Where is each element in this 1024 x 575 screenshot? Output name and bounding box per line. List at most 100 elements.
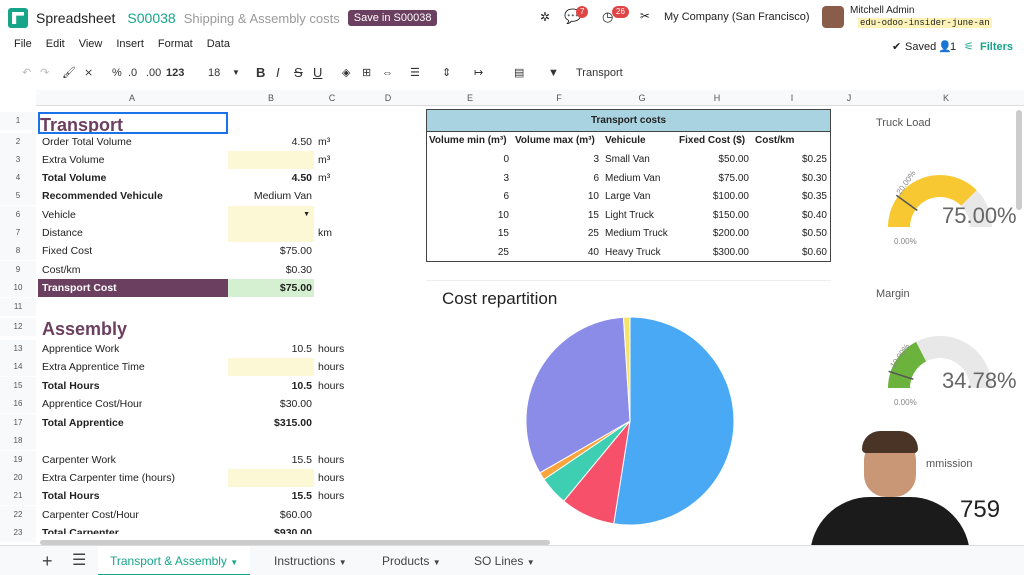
table-cell[interactable]: 40 bbox=[587, 246, 599, 258]
cell-label[interactable]: Extra Carpenter time (hours) bbox=[42, 472, 176, 484]
filter-icon[interactable]: ▼ bbox=[548, 67, 559, 79]
table-header[interactable]: Cost/km bbox=[755, 135, 795, 146]
cell-value[interactable]: $930.00 bbox=[274, 527, 312, 534]
chevron-down-icon[interactable]: ▼ bbox=[232, 68, 240, 77]
tab-instructions[interactable]: Instructions ▼ bbox=[274, 554, 347, 568]
row-header[interactable]: 11 bbox=[0, 298, 36, 316]
company-switch-icon[interactable]: ✂ bbox=[640, 9, 651, 23]
cell-value[interactable]: 4.50 bbox=[291, 172, 312, 184]
column-header-f[interactable]: F bbox=[514, 90, 604, 106]
pie-slice[interactable] bbox=[622, 316, 631, 422]
row-header[interactable]: 3 bbox=[0, 151, 36, 169]
cell-label[interactable]: Apprentice Cost/Hour bbox=[42, 398, 143, 410]
cell-unit[interactable]: m³ bbox=[318, 136, 331, 148]
clear-format-icon[interactable]: ⨯ bbox=[84, 67, 94, 79]
bug-icon[interactable]: ✲ bbox=[540, 10, 551, 24]
horizontal-scrollbar[interactable] bbox=[40, 540, 550, 545]
column-header-a[interactable]: A bbox=[36, 90, 228, 106]
save-in-record-button[interactable]: Save in S00038 bbox=[347, 10, 438, 26]
extra-carpenter-input[interactable] bbox=[228, 469, 314, 487]
table-cell[interactable]: $200.00 bbox=[712, 228, 749, 239]
avatar[interactable] bbox=[822, 6, 844, 28]
table-cell[interactable]: $150.00 bbox=[712, 209, 749, 221]
cell-label[interactable]: Fixed Cost bbox=[42, 245, 93, 257]
row-header[interactable]: 6 bbox=[0, 206, 36, 224]
menu-insert[interactable]: Insert bbox=[116, 38, 144, 50]
row-header[interactable]: 2 bbox=[0, 133, 36, 151]
cell-label[interactable]: Extra Volume bbox=[42, 154, 105, 166]
fill-color-icon[interactable]: ◈ bbox=[342, 67, 351, 79]
row-header[interactable]: 7 bbox=[0, 224, 36, 242]
cell-label[interactable]: Total Volume bbox=[42, 172, 107, 184]
column-header-h[interactable]: H bbox=[680, 90, 754, 106]
cell-value[interactable]: $30.00 bbox=[279, 398, 312, 410]
row-header[interactable]: 9 bbox=[0, 261, 36, 279]
cell-label[interactable]: Carpenter Cost/Hour bbox=[42, 509, 139, 521]
table-cell[interactable]: Light Truck bbox=[605, 209, 654, 221]
increase-decimal-button[interactable]: .00 bbox=[146, 67, 162, 79]
transport-cost-value[interactable]: $75.00 bbox=[228, 279, 314, 297]
table-cell[interactable]: $0.40 bbox=[801, 209, 827, 221]
cell-unit[interactable]: hours bbox=[318, 472, 345, 484]
table-cell[interactable]: 3 bbox=[503, 172, 509, 184]
cell-label[interactable]: Order Total Volume bbox=[42, 136, 132, 148]
italic-button[interactable]: I bbox=[276, 65, 280, 80]
cell-value[interactable]: 10.5 bbox=[291, 343, 312, 355]
bold-button[interactable]: B bbox=[256, 65, 266, 80]
cell-label[interactable]: Total Hours bbox=[42, 380, 100, 392]
menu-view[interactable]: View bbox=[78, 38, 103, 50]
row-header[interactable]: 19 bbox=[0, 451, 36, 469]
cell-label[interactable]: Vehicle bbox=[42, 209, 76, 221]
row-header[interactable]: 5 bbox=[0, 187, 36, 205]
row-header[interactable]: 16 bbox=[0, 395, 36, 413]
filters-button[interactable]: Filters bbox=[980, 41, 1014, 53]
table-header[interactable]: Fixed Cost ($) bbox=[679, 135, 746, 146]
formula-bar-content[interactable]: Transport bbox=[576, 67, 623, 79]
borders-icon[interactable]: ⊞ bbox=[362, 67, 372, 79]
number-format-button[interactable]: 123 bbox=[166, 67, 185, 79]
cell-unit[interactable]: hours bbox=[318, 380, 345, 392]
wrap-text-icon[interactable]: ↦ bbox=[474, 67, 484, 79]
table-cell[interactable]: $0.50 bbox=[801, 228, 827, 239]
decrease-decimal-button[interactable]: .0 bbox=[128, 67, 138, 79]
cell-unit[interactable]: hours bbox=[318, 361, 345, 373]
menu-edit[interactable]: Edit bbox=[45, 38, 65, 50]
table-cell[interactable]: 10 bbox=[587, 191, 599, 202]
cell-value[interactable]: $60.00 bbox=[279, 509, 312, 521]
table-cell[interactable]: $75.00 bbox=[718, 172, 749, 184]
cell-value[interactable]: $0.30 bbox=[285, 264, 312, 276]
table-cell[interactable]: Small Van bbox=[605, 154, 650, 165]
column-header-c[interactable]: C bbox=[314, 90, 350, 106]
vertical-align-icon[interactable]: ⇕ bbox=[442, 67, 452, 79]
menu-data[interactable]: Data bbox=[206, 38, 230, 50]
row-header[interactable]: 23 bbox=[0, 524, 36, 542]
extra-apprentice-input[interactable] bbox=[228, 358, 314, 376]
cell-label[interactable]: Distance bbox=[42, 227, 83, 239]
column-header-k[interactable]: K bbox=[868, 90, 1024, 106]
table-cell[interactable]: Large Van bbox=[605, 191, 651, 202]
merge-cells-icon[interactable]: ⇔ bbox=[382, 67, 393, 79]
table-cell[interactable]: 15 bbox=[497, 228, 509, 239]
cell-label[interactable]: Cost/km bbox=[42, 264, 81, 276]
vertical-scrollbar[interactable] bbox=[1016, 110, 1022, 210]
column-header-j[interactable]: J bbox=[830, 90, 868, 106]
row-header[interactable]: 12 bbox=[0, 318, 36, 336]
distance-input[interactable] bbox=[228, 224, 314, 242]
cell-value[interactable]: Medium Van bbox=[253, 190, 312, 202]
sheet-list-icon[interactable]: ☰ bbox=[72, 552, 87, 569]
row-header[interactable]: 14 bbox=[0, 358, 36, 376]
cell-label[interactable]: Total Hours bbox=[42, 490, 100, 502]
cell-unit[interactable]: hours bbox=[318, 490, 345, 502]
pie-slice[interactable] bbox=[613, 316, 735, 526]
table-cell[interactable]: $100.00 bbox=[712, 191, 749, 202]
cell-value[interactable]: $75.00 bbox=[279, 245, 312, 257]
table-cell[interactable]: 25 bbox=[587, 228, 599, 239]
table-cell[interactable]: Medium Truck bbox=[605, 228, 668, 239]
row-header[interactable]: 15 bbox=[0, 377, 36, 395]
text-color-button[interactable]: U bbox=[313, 65, 323, 80]
transport-title[interactable]: Transport bbox=[38, 112, 228, 134]
cell-value[interactable]: $315.00 bbox=[274, 417, 312, 429]
row-header[interactable]: 13 bbox=[0, 340, 36, 358]
table-cell[interactable]: $0.35 bbox=[801, 191, 827, 202]
filters-icon[interactable]: ⚟ bbox=[964, 41, 974, 53]
